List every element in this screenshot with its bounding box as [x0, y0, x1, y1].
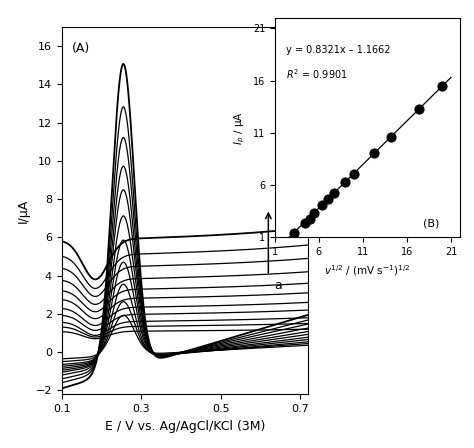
Text: y = 0.8321x – 1.1662: y = 0.8321x – 1.1662 — [286, 45, 391, 55]
Point — [301, 219, 309, 226]
Y-axis label: I/μA: I/μA — [17, 198, 30, 223]
Point — [341, 179, 348, 186]
Point — [330, 189, 338, 196]
Point — [415, 105, 422, 112]
Text: $R^2$ = 0.9901: $R^2$ = 0.9901 — [286, 68, 348, 82]
Point — [318, 202, 326, 209]
X-axis label: E / V vs. Ag/AgCl/KCl (3M): E / V vs. Ag/AgCl/KCl (3M) — [105, 419, 265, 432]
Point — [306, 215, 314, 222]
Text: (B): (B) — [423, 219, 439, 228]
Point — [325, 195, 332, 202]
Text: a: a — [274, 280, 282, 293]
Text: k: k — [274, 211, 282, 224]
Point — [370, 150, 378, 157]
Point — [350, 170, 358, 177]
Point — [387, 134, 394, 141]
Point — [310, 210, 318, 217]
Point — [290, 229, 298, 236]
Y-axis label: $I_p$ / μA: $I_p$ / μA — [233, 111, 247, 145]
X-axis label: $v^{1/2}$ / (mV s$^{-1}$)$^{1/2}$: $v^{1/2}$ / (mV s$^{-1}$)$^{1/2}$ — [324, 263, 410, 277]
Point — [438, 82, 446, 90]
Text: (A): (A) — [72, 42, 90, 55]
